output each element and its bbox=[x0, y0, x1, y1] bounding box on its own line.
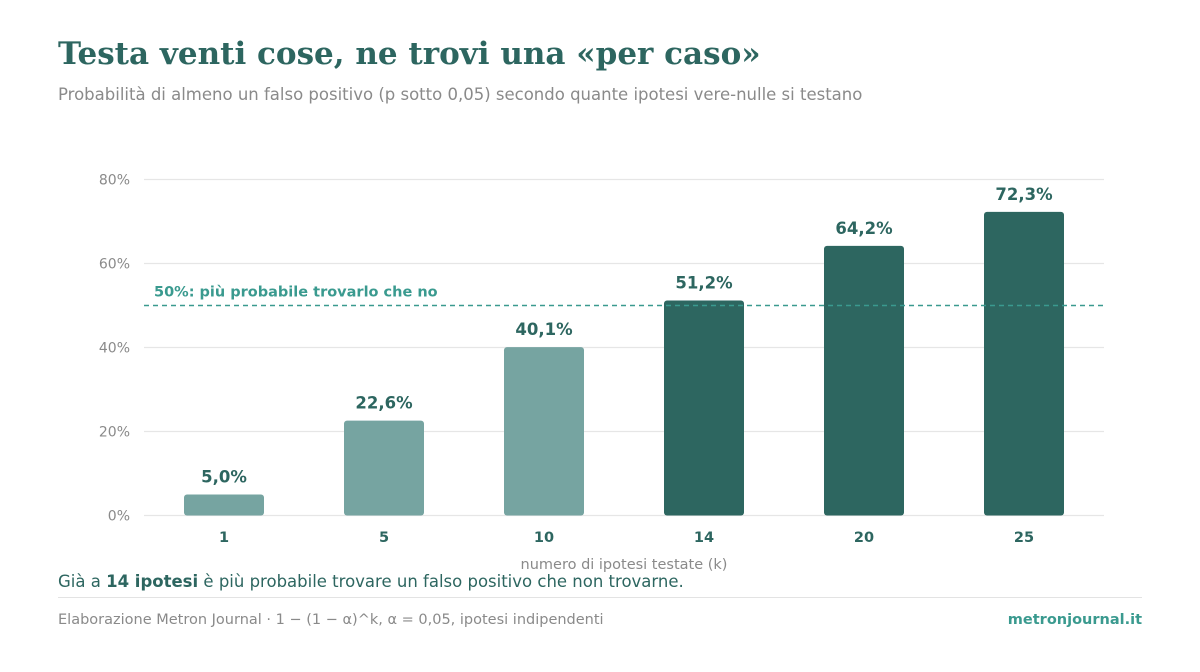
x-tick-label: 5 bbox=[379, 530, 389, 546]
bar-10[interactable] bbox=[504, 347, 584, 516]
bar-25[interactable] bbox=[984, 211, 1064, 516]
takeaway-prefix: Già a bbox=[58, 572, 107, 591]
x-tick-label: 1 bbox=[219, 530, 229, 546]
x-axis-label: numero di ipotesi testate (k) bbox=[521, 557, 728, 573]
value-labels: 5,0% 22,6% 40,1% 51,2% 64,2% 72,3% bbox=[201, 185, 1053, 487]
brand-link[interactable]: metronjournal.it bbox=[1007, 612, 1142, 628]
takeaway-text: Già a 14 ipotesi è più probabile trovare… bbox=[58, 572, 684, 591]
bar-20[interactable] bbox=[824, 245, 904, 516]
takeaway-highlight: 14 ipotesi bbox=[106, 572, 199, 591]
bars bbox=[184, 211, 1064, 516]
value-label: 51,2% bbox=[675, 273, 733, 292]
bar-1[interactable] bbox=[184, 494, 264, 516]
gridlines bbox=[144, 178, 1104, 517]
value-label: 64,2% bbox=[835, 219, 893, 238]
value-label: 22,6% bbox=[355, 394, 413, 413]
y-tick-label: 60% bbox=[99, 257, 130, 273]
x-tick-label: 14 bbox=[694, 530, 714, 546]
footer-divider bbox=[58, 597, 1142, 598]
bar-5[interactable] bbox=[344, 420, 424, 516]
y-axis-ticks: 0% 20% 40% 60% 80% bbox=[99, 173, 130, 525]
y-tick-label: 20% bbox=[99, 425, 130, 441]
bar-chart: 0% 20% 40% 60% 80% 50%: più probabile trovar… bbox=[99, 173, 1104, 573]
y-tick-label: 40% bbox=[99, 341, 130, 357]
chart-subtitle: Probabilità di almeno un falso positivo … bbox=[58, 85, 863, 104]
x-tick-label: 10 bbox=[534, 530, 554, 546]
value-label: 40,1% bbox=[515, 320, 573, 339]
x-axis-ticks: 1 5 10 14 20 25 bbox=[219, 530, 1034, 546]
x-tick-label: 20 bbox=[854, 530, 874, 546]
takeaway-suffix: è più probabile trovare un falso positiv… bbox=[198, 572, 684, 591]
y-tick-label: 0% bbox=[108, 509, 130, 525]
value-label: 72,3% bbox=[995, 185, 1053, 204]
reference-line-group: 50%: più probabile trovarlo che no bbox=[144, 285, 1104, 307]
source-note: Elaborazione Metron Journal · 1 − (1 − α… bbox=[58, 612, 604, 628]
bar-14[interactable] bbox=[664, 300, 744, 516]
chart-title: Testa venti cose, ne trovi una «per caso… bbox=[58, 36, 761, 72]
reference-line-label: 50%: più probabile trovarlo che no bbox=[154, 285, 438, 301]
y-tick-label: 80% bbox=[99, 173, 130, 189]
x-tick-label: 25 bbox=[1014, 530, 1034, 546]
value-label: 5,0% bbox=[201, 468, 247, 487]
